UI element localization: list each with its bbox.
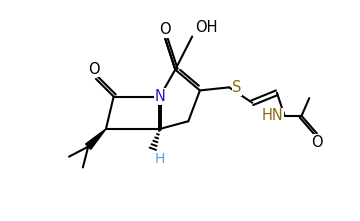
- Text: N: N: [154, 89, 165, 104]
- Polygon shape: [86, 129, 106, 149]
- Text: O: O: [89, 62, 100, 76]
- Text: OH: OH: [195, 20, 218, 35]
- Text: S: S: [232, 80, 242, 95]
- Text: H: H: [154, 152, 165, 166]
- Text: HN: HN: [261, 108, 283, 123]
- Text: O: O: [311, 135, 323, 150]
- Text: O: O: [159, 22, 171, 37]
